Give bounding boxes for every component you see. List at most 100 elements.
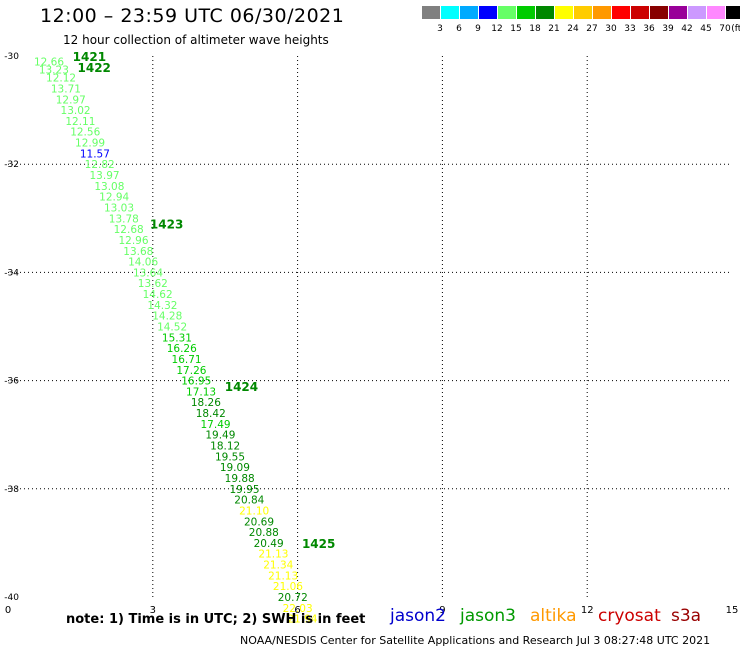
color-scale-label: 6	[456, 24, 462, 34]
satellite-legend-cryosat: cryosat	[598, 606, 661, 626]
time-label: 1421	[73, 50, 106, 64]
color-swatch	[574, 6, 592, 19]
wave-height-label: 13.78	[109, 213, 139, 225]
color-swatch	[536, 6, 554, 19]
wave-height-label: 19.88	[225, 473, 255, 485]
color-swatch	[631, 6, 649, 19]
wave-height-label: 16.71	[172, 354, 202, 366]
wave-height-label: 12.56	[70, 127, 100, 139]
color-swatch	[669, 6, 687, 19]
wave-height-label: 21.13	[258, 549, 288, 561]
wave-height-label: 16.26	[167, 343, 197, 355]
y-tick-label: -34	[4, 268, 19, 278]
color-swatch	[593, 6, 611, 19]
wave-height-label: 17.49	[201, 419, 231, 431]
x-tick-label: 6	[294, 605, 300, 616]
wave-height-label: 12.11	[65, 116, 95, 128]
wave-height-label: 13.08	[94, 181, 124, 193]
color-scale-label: 39	[662, 24, 674, 34]
y-tick-label: -30	[4, 52, 19, 62]
wave-height-label: 21.10	[239, 505, 269, 517]
wave-height-label: 21.94	[287, 614, 317, 626]
y-tick-label: -38	[4, 485, 19, 495]
wave-height-label: 14.06	[128, 257, 158, 269]
x-tick-label: 3	[150, 605, 156, 616]
color-scale-label: 12	[491, 24, 502, 34]
chart-title: 12:00 – 23:59 UTC 06/30/2021	[40, 5, 345, 27]
wave-height-label: 13.68	[123, 246, 153, 258]
color-swatch	[460, 6, 478, 19]
wave-height-label: 13.71	[51, 83, 81, 95]
wave-height-label: 12.68	[114, 224, 144, 236]
axis-ticks: 0 3 6 9 12 15 -30 -32 -34 -36 -38 -40	[4, 52, 738, 616]
wave-height-label: 17.26	[176, 365, 206, 377]
satellite-legend-s3a: s3a	[671, 606, 702, 626]
satellite-legend-jason2: jason2	[390, 606, 446, 626]
color-scale-label: 33	[624, 24, 635, 34]
y-tick-label: -36	[4, 377, 19, 387]
wave-height-label: 12.82	[85, 159, 115, 171]
color-scale-label: 42	[681, 24, 692, 34]
footer-credit: NOAA/NESDIS Center for Satellite Applica…	[240, 634, 711, 647]
wave-height-label: 15.31	[162, 332, 192, 344]
color-scale-label: 30	[605, 24, 617, 34]
color-scale-label: 36	[643, 24, 655, 34]
x-tick-label: 12	[581, 605, 594, 616]
wave-height-label: 19.49	[205, 430, 235, 442]
y-tick-label: -32	[4, 160, 19, 170]
wave-height-label: 14.32	[147, 300, 177, 312]
wave-height-label: 18.26	[191, 397, 221, 409]
satellite-legend-jason3: jason3	[460, 606, 516, 626]
x-tick-label: 15	[726, 605, 739, 616]
color-scale-label: 45	[700, 24, 711, 34]
wave-height-label: 12.99	[75, 138, 105, 150]
wave-height-label: 12.66	[34, 56, 64, 68]
color-scale-label: 24	[567, 24, 579, 34]
wave-height-label: 21.06	[273, 581, 303, 593]
x-tick-label: 9	[439, 605, 445, 616]
wave-height-label: 13.62	[138, 278, 168, 290]
color-swatch	[612, 6, 630, 19]
wave-height-label: 20.84	[234, 495, 264, 507]
wave-height-label: 12.97	[56, 94, 86, 106]
wave-height-label: 14.62	[143, 289, 173, 301]
color-scale-label: (ft)	[731, 24, 740, 34]
color-swatch	[707, 6, 725, 19]
wave-height-label: 19.95	[229, 484, 259, 496]
color-scale-label: 15	[510, 24, 521, 34]
satellite-legend-altika: altika	[530, 606, 577, 626]
color-scale-label: 27	[586, 24, 597, 34]
wave-height-label: 19.55	[215, 451, 245, 463]
color-swatch	[441, 6, 459, 19]
wave-height-label: 13.64	[133, 267, 163, 279]
wave-height-label: 14.28	[152, 311, 182, 323]
wave-height-label: 13.02	[61, 105, 91, 117]
color-swatch	[688, 6, 706, 19]
wave-height-label: 18.12	[210, 441, 240, 453]
color-scale-label: 21	[548, 24, 559, 34]
color-swatch	[517, 6, 535, 19]
footer-note: note: 1) Time is in UTC; 2) SWH is in fe…	[66, 612, 366, 627]
wave-height-label: 12.94	[99, 192, 129, 204]
color-swatch	[479, 6, 497, 19]
time-label: 1425	[302, 537, 335, 551]
chart-subtitle: 12 hour collection of altimeter wave hei…	[63, 33, 329, 47]
wave-height-label: 21.34	[263, 560, 293, 572]
time-label: 1423	[150, 218, 183, 232]
wave-height-label: 14.52	[157, 322, 187, 334]
wave-height-label: 19.09	[220, 462, 250, 474]
wave-height-label: 12.12	[46, 73, 76, 85]
wave-height-label: 13.03	[104, 202, 134, 214]
grid-lines	[8, 56, 732, 597]
wave-height-label: 22.03	[283, 603, 313, 615]
data-points: 12.6613.2312.1213.7112.9713.0212.1112.56…	[34, 56, 318, 625]
wave-height-label: 12.96	[118, 235, 148, 247]
time-label: 1422	[78, 61, 111, 75]
wave-height-label: 13.97	[90, 170, 120, 182]
wave-height-label: 16.95	[181, 376, 211, 388]
color-scale-label: 18	[529, 24, 541, 34]
color-scale-label: 9	[475, 24, 481, 34]
